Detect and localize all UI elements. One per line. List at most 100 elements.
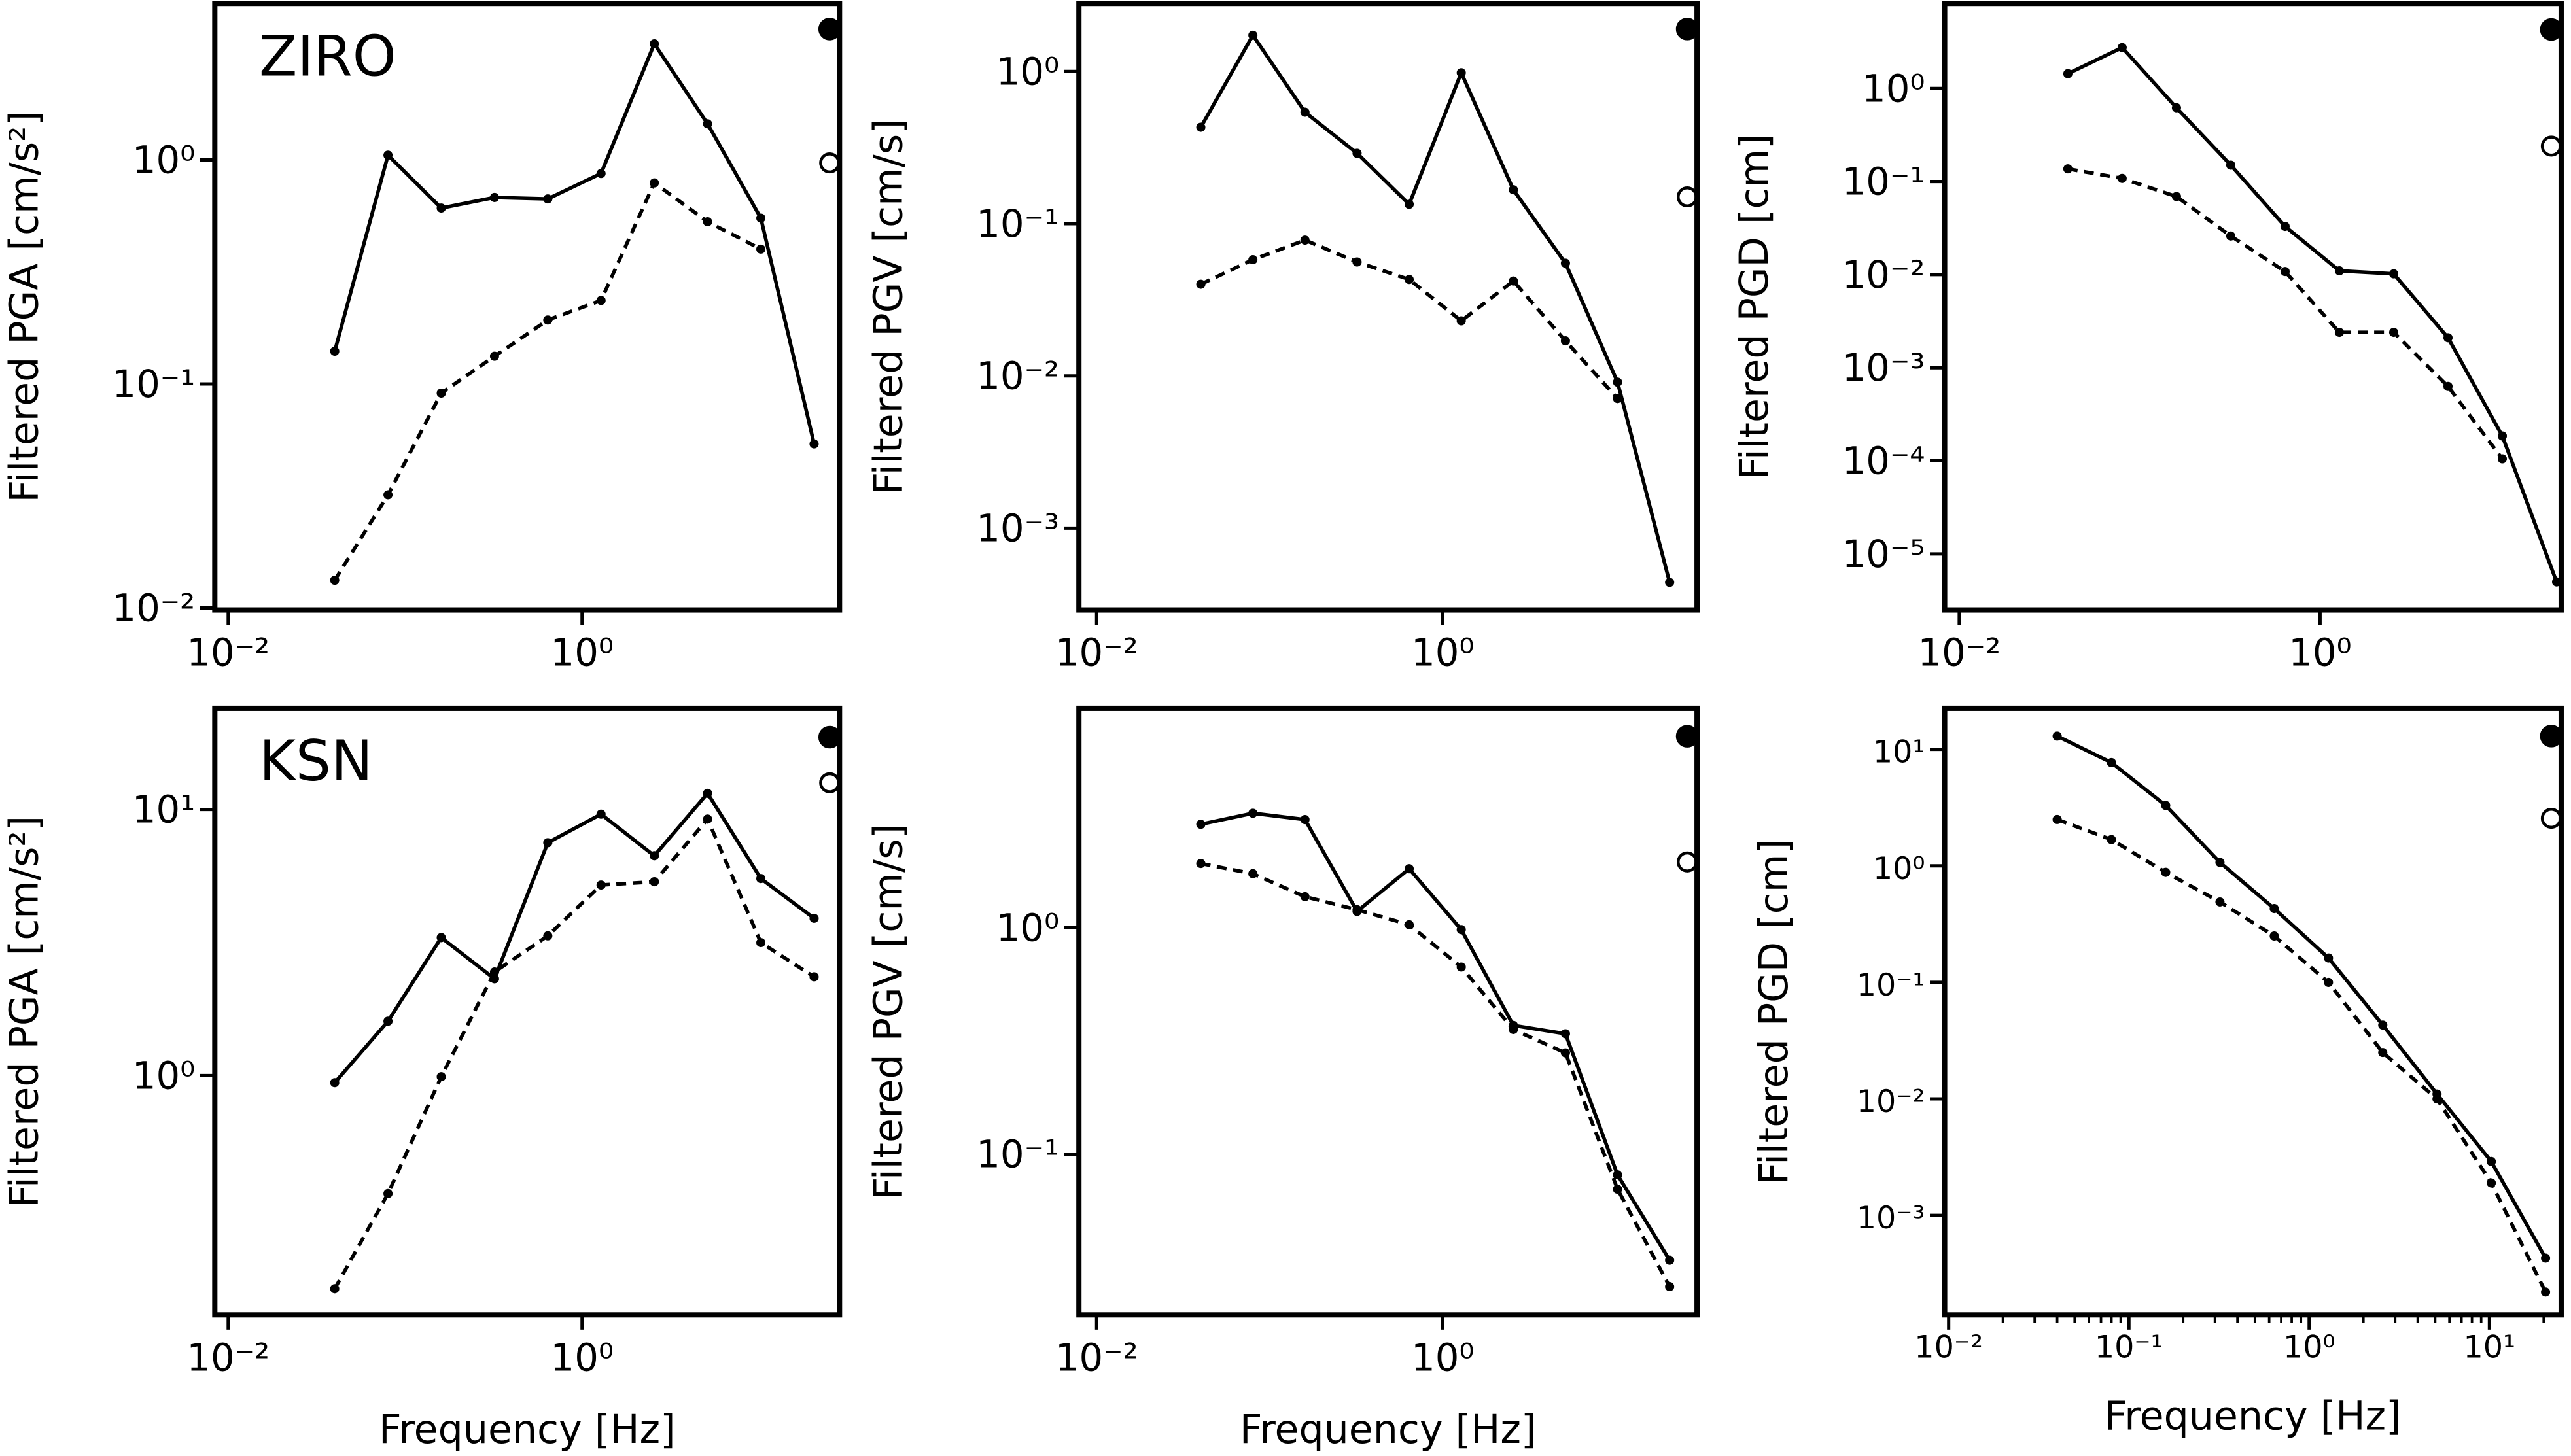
data-point [1560,258,1570,268]
data-line [2067,45,2559,583]
data-point [543,838,553,848]
y-tick-label: 10¹ [1873,735,1925,771]
y-tick-label: 10⁻⁵ [1842,532,1925,576]
data-point [1405,864,1414,874]
data-point [1352,905,1362,914]
data-point [596,169,606,179]
panel: 10⁻² 10⁻¹ 10⁰ 10¹ 10⁻³ 10⁻² 10⁻¹ 10⁰ 10¹ Filtered… [1751,705,2564,1440]
x-tick-label: 10⁰ [1411,1336,1474,1380]
data-point [596,880,606,890]
data-point [650,178,659,188]
data-point [543,931,553,941]
data-line [1200,861,1671,1288]
data-point [1248,30,1258,40]
data-line [333,180,762,581]
data-point [543,315,553,325]
data-point [1509,1024,1518,1034]
data-point [1300,815,1310,825]
y-tick-label: 10⁻² [112,586,195,631]
x-tick-label: 10⁻² [1914,1329,1983,1365]
data-point [2378,1048,2388,1058]
data-point [703,814,712,824]
data-point [2388,269,2399,279]
data-point [1560,336,1570,346]
station-label: KSN [259,729,373,794]
data-point [2226,160,2235,170]
data-point [703,217,712,227]
data-point [383,1188,393,1198]
edge-marker [2540,725,2563,748]
data-point [2215,897,2225,907]
data-line [2067,167,2504,460]
data-point [2378,1020,2388,1030]
data-point [330,346,340,356]
station-label: ZIRO [259,24,396,89]
y-tick-label: 10⁰ [1873,851,1925,887]
plot-frame [1076,1,1700,613]
data-line [332,40,816,445]
edge-marker [1677,186,1698,208]
edge-marker [1675,725,1699,748]
x-tick-label: 10⁻² [186,1336,270,1380]
y-tick-label: 10⁰ [1862,66,1925,111]
data-point [596,809,606,819]
x-tick-label: 10⁰ [551,1336,614,1380]
panel: 10⁻² 10⁰ 10⁻² 10⁻¹ 10⁰ ZIRO Filtered PGA [cm/s… [2,1,843,675]
y-tick-label: 10⁰ [132,1053,195,1098]
plot-frame [212,1,843,613]
data-point [1248,255,1258,265]
data-point [2541,1287,2551,1297]
data-point [1665,1282,1675,1292]
y-tick-label: 10⁻³ [1842,345,1925,390]
edge-marker [819,152,841,174]
data-point [2334,266,2344,276]
data-point [2063,69,2073,78]
y-tick-label: 10⁻² [1857,1084,1925,1120]
data-point [1300,107,1310,117]
x-tick-label: 10⁻¹ [2095,1329,2163,1365]
data-point [1456,68,1466,78]
data-line [333,790,816,1084]
data-point [2280,222,2290,232]
data-point [1248,869,1258,878]
data-point [2324,953,2334,963]
data-point [489,967,499,977]
data-point [2443,333,2453,343]
y-axis-label: Filtered PGA [cm/s²] [2,816,48,1207]
y-axis-label: Filtered PGD [cm] [1751,839,1797,1185]
x-tick-label: 10⁻² [1055,1336,1138,1380]
data-point [650,877,659,887]
y-tick-label: 10⁻⁴ [1842,439,1925,483]
y-tick-label: 10⁻³ [976,506,1059,550]
data-point [2052,731,2062,741]
data-point [330,1078,340,1088]
x-tick-label: 10¹ [2463,1329,2515,1365]
data-point [703,788,712,798]
panel: 10⁻² 10⁰ 10⁻³ 10⁻² 10⁻¹ 10⁰ Filtered PGV [cm/s… [866,1,1700,675]
data-point [2432,1094,2442,1104]
edge-marker [2540,808,2562,829]
data-point [1196,820,1206,829]
data-point [2443,381,2453,391]
y-tick-label: 10⁻² [976,354,1059,398]
data-point [650,851,659,861]
data-point [436,1072,446,1082]
data-point [2063,164,2073,174]
data-point [1613,1170,1622,1180]
edge-marker [818,725,841,749]
panel: 10⁻² 10⁰ 10⁰ 10¹ KSN Filtered PGA [cm/s²] Freq… [2,705,843,1453]
data-point [1405,275,1414,285]
data-point [756,938,766,948]
data-point [436,389,446,398]
data-point [383,150,393,160]
data-point [1613,377,1622,387]
data-point [1405,199,1414,209]
x-tick-label: 10⁰ [551,631,614,675]
edge-marker [1677,851,1698,873]
x-tick-label: 10⁻² [186,631,270,675]
data-point [1196,859,1206,869]
data-point [2487,1178,2496,1188]
edge-marker [2540,18,2563,41]
data-point [1613,394,1622,404]
